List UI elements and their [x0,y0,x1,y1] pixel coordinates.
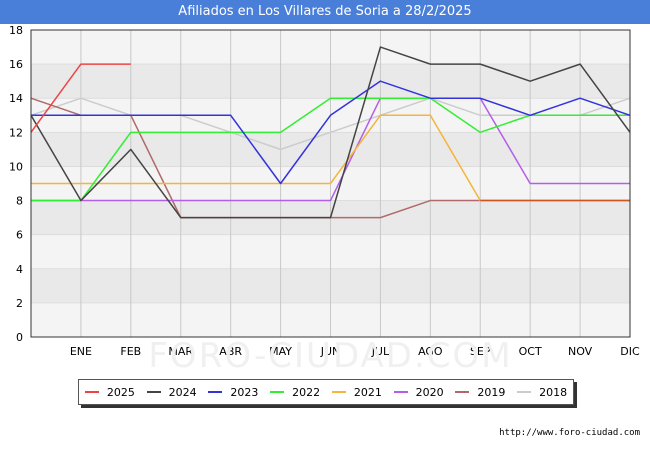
y-tick-label: 14 [9,92,23,105]
legend-label: 2020 [415,385,444,399]
legend-item-2018: 2018 [517,386,567,399]
y-tick-label: 16 [9,58,23,71]
x-tick-label: OCT [519,345,542,358]
y-tick-label: 8 [16,195,23,208]
legend-item-2023: 2023 [208,386,258,399]
legend-label: 2023 [230,385,259,399]
x-tick-label: ENE [70,345,92,358]
legend-label: 2025 [106,385,135,399]
y-tick-label: 10 [9,160,23,173]
x-tick-label: MAY [269,345,292,358]
y-tick-label: 18 [9,24,23,37]
x-tick-label: MAR [168,345,193,358]
legend-swatch [208,391,223,393]
y-tick-label: 0 [16,331,23,344]
y-tick-label: 4 [16,263,23,276]
x-tick-label: AGO [418,345,443,358]
x-tick-label: FEB [120,345,141,358]
x-tick-label: JUN [320,345,341,358]
legend-label: 2018 [539,385,568,399]
legend-swatch [331,391,346,393]
series-line-2024 [30,46,631,219]
legend-label: 2019 [477,385,506,399]
x-tick-label: SEP [470,345,491,358]
y-tick-label: 2 [16,297,23,310]
legend-label: 2021 [353,385,382,399]
legend-swatch [393,391,408,393]
legend: 2025 2024 2023 2022 2021 2020 2019 2018 [78,379,574,405]
legend-item-2021: 2021 [331,385,382,399]
y-tick-label: 6 [16,229,23,242]
plot-frame [30,29,631,338]
x-tick-label: NOV [568,345,593,358]
x-tick-label: ABR [219,345,242,358]
legend-item-2022: 2022 [270,386,320,399]
chart-title: Afiliados en Los Villares de Soria a 28/… [178,4,472,19]
title-bar [0,0,650,24]
legend-label: 2022 [292,385,321,399]
legend-label: 2024 [168,385,197,399]
legend-swatch [84,391,99,393]
legend-swatch [270,391,285,393]
legend-swatch [517,391,532,393]
series-line-2020 [31,97,630,202]
series-line-2023 [31,80,631,185]
legend-item-2019: 2019 [455,386,505,399]
legend-swatch [146,391,161,393]
legend-swatch [455,391,470,393]
legend-item-2025: 2025 [84,385,135,399]
watermark: FORO-CIUDAD.COM [148,336,512,376]
legend-item-2020: 2020 [393,385,444,399]
series-line-2025 [30,63,131,133]
x-tick-label: DIC [620,345,640,358]
y-tick-label: 12 [9,126,23,139]
x-tick-label: JUL [371,345,390,358]
legend-item-2024: 2024 [146,385,197,399]
footer-url: http://www.foro-ciudad.com [499,428,640,438]
